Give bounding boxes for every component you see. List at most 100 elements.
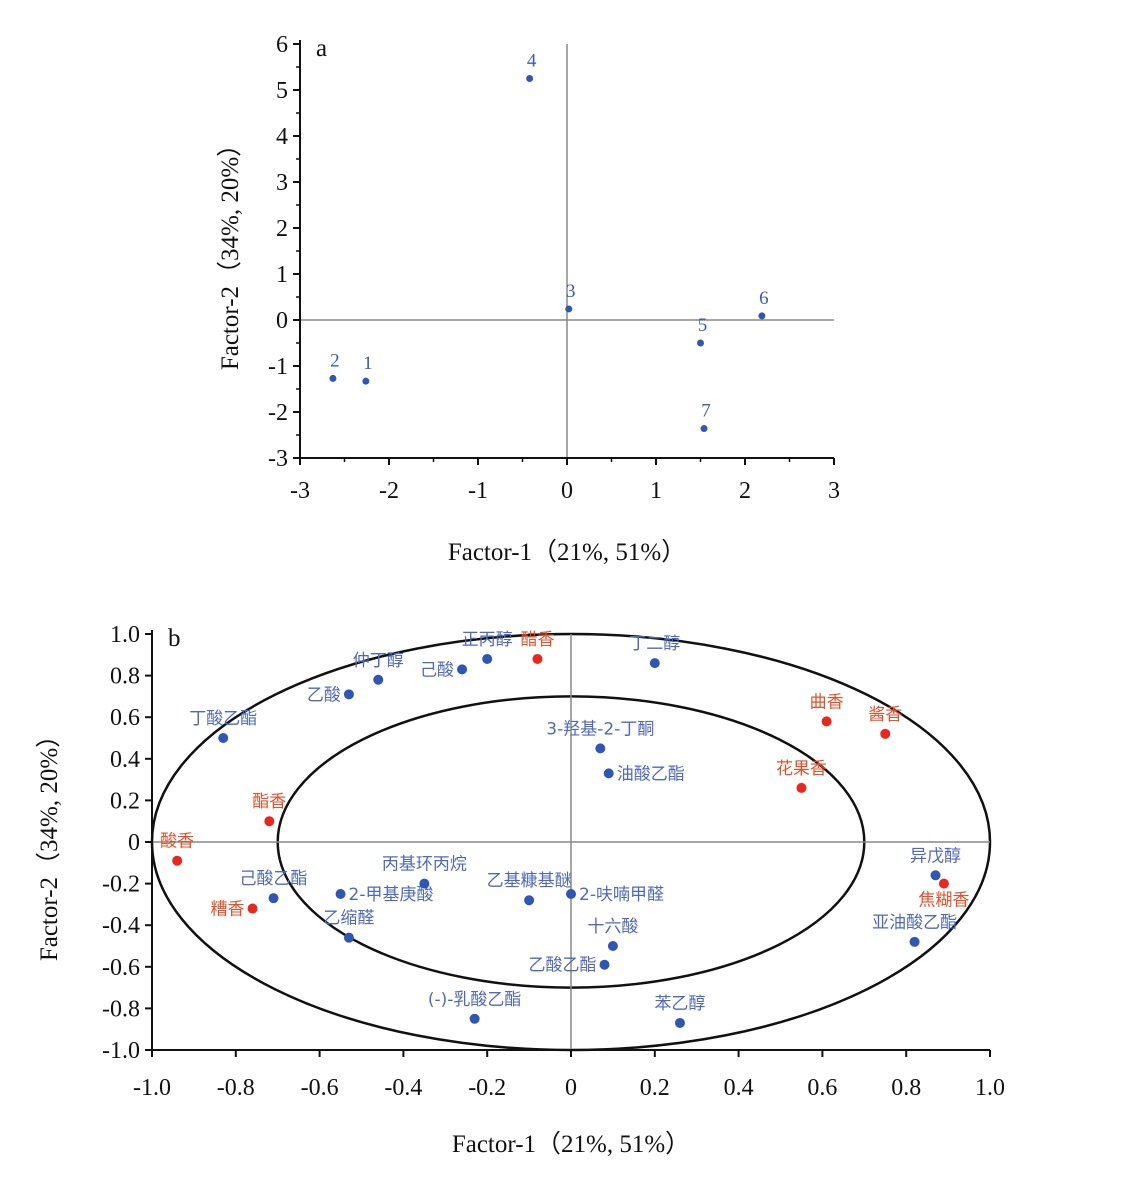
y-tick-label: 5 — [276, 78, 288, 104]
aroma-point — [264, 816, 275, 827]
y-tick-label: -0.4 — [102, 913, 140, 939]
compound-point — [595, 743, 606, 754]
compound-label: 己酸乙酯 — [240, 869, 308, 889]
y-tick-label: 0.8 — [110, 664, 140, 690]
point-label: 4 — [527, 51, 537, 72]
compound-point — [457, 664, 468, 675]
compound-point — [469, 1013, 480, 1024]
y-tick-label: -0.8 — [102, 996, 140, 1022]
y-tick-label: -3 — [268, 446, 288, 472]
aroma-point — [821, 716, 832, 727]
x-tick-label: 2 — [739, 478, 751, 504]
x-tick-label: 0 — [565, 1075, 577, 1101]
x-tick-label: 1.0 — [975, 1075, 1005, 1101]
y-tick-label: 0 — [128, 830, 140, 856]
x-tick-label: -1.0 — [133, 1075, 171, 1101]
y-tick-label: 2 — [276, 216, 288, 242]
compound-label: (-)-乳酸乙酯 — [428, 990, 522, 1010]
x-tick-label: 0.6 — [807, 1075, 837, 1101]
point-label: 2 — [330, 350, 340, 371]
y-axis-label: Factor-2（34%, 20%） — [216, 132, 244, 370]
aroma-point — [796, 782, 807, 793]
point-label: 7 — [701, 401, 711, 422]
x-tick-label: -0.2 — [468, 1075, 506, 1101]
compound-point — [649, 658, 660, 669]
x-axis-label: Factor-1（21%, 51%） — [452, 1130, 690, 1158]
x-tick-label: -0.6 — [301, 1075, 339, 1101]
compound-label: 亚油酸乙酯 — [872, 913, 957, 933]
data-point — [700, 425, 708, 433]
aroma-label: 醋香 — [520, 630, 554, 650]
compound-point — [599, 959, 610, 970]
x-tick-label: -1 — [468, 478, 488, 504]
x-tick-label: 0 — [561, 478, 573, 504]
compound-point — [524, 895, 535, 906]
data-point — [362, 377, 370, 385]
aroma-label: 花果香 — [776, 759, 827, 779]
compound-point — [930, 870, 941, 881]
compound-point — [419, 878, 430, 889]
point-label: 6 — [759, 288, 769, 309]
compound-label: 丁酸乙酯 — [189, 709, 257, 729]
x-tick-label: -3 — [290, 478, 310, 504]
compound-label: 异戊醇 — [910, 846, 961, 866]
aroma-label: 酸香 — [160, 832, 194, 852]
aroma-label: 焦糊香 — [918, 891, 969, 911]
compound-label: 乙酸乙酯 — [529, 956, 597, 976]
x-tick-label: 0.8 — [891, 1075, 921, 1101]
y-tick-label: -0.2 — [102, 872, 140, 898]
data-point — [565, 305, 573, 313]
compound-label: 正丙醇 — [462, 630, 513, 650]
chart-a: -3 -2 -1 0 1 2 3 -3 -2 -1 0 1 2 3 4 5 6 Factor-1（21%, 51%… — [216, 32, 840, 566]
compound-point — [373, 674, 384, 685]
y-tick-label: 3 — [276, 170, 288, 196]
x-tick-label: -0.8 — [217, 1075, 255, 1101]
point-label: 3 — [566, 281, 576, 302]
aroma-label: 酱香 — [868, 705, 902, 725]
compound-label: 仲丁醇 — [353, 651, 404, 671]
compound-label: 丙基环丙烷 — [382, 855, 467, 875]
y-axis-label: Factor-2（34%, 20%） — [35, 723, 63, 961]
compound-label: 苯乙醇 — [654, 994, 705, 1014]
x-axis-label: Factor-1（21%, 51%） — [448, 538, 686, 566]
compound-label: 十六酸 — [587, 917, 638, 937]
y-tick-label: -0.6 — [102, 955, 140, 981]
x-tick-label: 0.4 — [724, 1075, 754, 1101]
y-tick-label: 0.6 — [110, 705, 140, 731]
y-tick-label: 1 — [276, 262, 288, 288]
aroma-point — [880, 728, 891, 739]
aroma-point — [532, 653, 543, 664]
chart-b: -1.0 -0.8 -0.6 -0.4 -0.2 0 0.2 0.4 0.6 0.8 1.0 -1.0… — [35, 622, 1005, 1158]
aroma-label: 糟香 — [211, 900, 245, 920]
compound-label: 乙缩醛 — [323, 909, 374, 929]
compound-point — [603, 768, 614, 779]
compound-label: 2-甲基庚酸 — [349, 885, 434, 905]
aroma-label: 曲香 — [810, 692, 844, 712]
x-tick-label: 0.2 — [640, 1075, 670, 1101]
compound-point — [566, 889, 576, 899]
compound-label: 2-呋喃甲醛 — [579, 885, 664, 905]
compound-point — [218, 733, 229, 743]
y-tick-label: -1.0 — [102, 1038, 140, 1064]
x-tick-label: -0.4 — [384, 1075, 422, 1101]
compound-point — [268, 893, 279, 904]
y-tick-label: 0.2 — [110, 788, 140, 814]
panel-label: a — [316, 35, 327, 62]
data-point — [526, 75, 534, 82]
y-tick-label: 1.0 — [110, 622, 140, 648]
data-point — [697, 339, 704, 347]
y-tick-label: -2 — [268, 400, 288, 426]
compound-point — [482, 653, 493, 664]
y-tick-label: 0.4 — [110, 747, 140, 773]
compound-label: 乙基糠基醚 — [487, 870, 572, 891]
compound-label: 油酸乙酯 — [617, 764, 685, 784]
compound-point — [335, 889, 346, 899]
aroma-label: 酯香 — [252, 792, 286, 812]
panel-label: b — [168, 625, 181, 652]
compound-label: 丁二醇 — [629, 634, 680, 654]
y-tick-label: 4 — [276, 124, 288, 150]
point-label: 1 — [363, 353, 373, 374]
compound-point — [343, 689, 354, 700]
data-point — [329, 374, 337, 382]
y-tick-label: 0 — [276, 308, 288, 334]
